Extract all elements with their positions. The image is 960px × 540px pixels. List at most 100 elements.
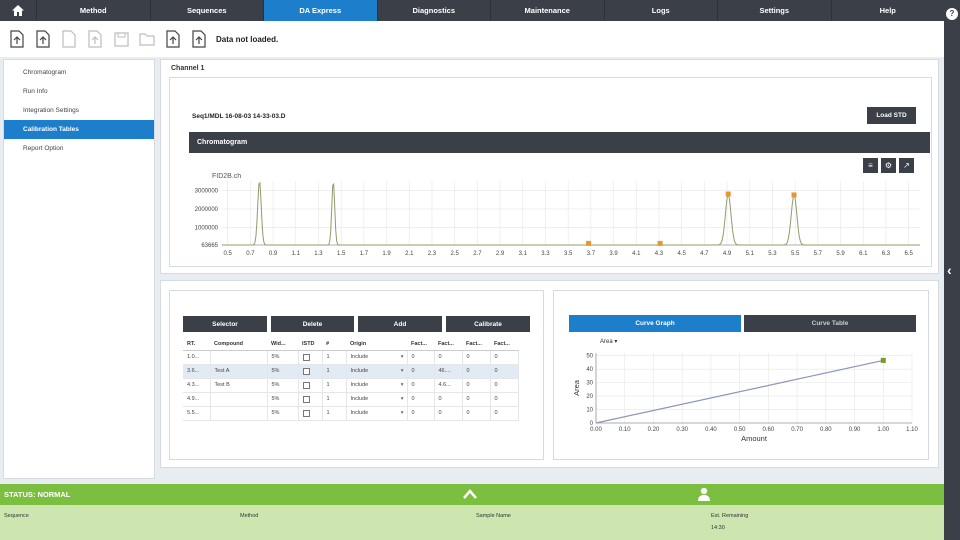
home-button[interactable] (0, 0, 36, 21)
table-cell: 1.0... (183, 350, 211, 365)
table-row[interactable]: 3.6... Test A 5% 1 Include ▾ 0 46.... 0 0 (183, 364, 519, 379)
nav-tab-settings[interactable]: Settings (717, 0, 831, 21)
calibrate-button[interactable]: Calibrate (446, 316, 530, 332)
checkbox-icon[interactable] (302, 395, 310, 403)
add-button[interactable]: Add (358, 316, 442, 332)
table-cell: 5% (267, 350, 299, 365)
tab-curve-table[interactable]: Curve Table (744, 315, 916, 332)
nav-tab-sequences[interactable]: Sequences (149, 0, 264, 21)
upload-button[interactable] (84, 28, 106, 50)
istd-checkbox[interactable] (298, 406, 323, 421)
origin-value: Include (350, 396, 369, 402)
chevron-up-icon[interactable] (462, 487, 478, 501)
x-tick-label: 2.5 (450, 251, 459, 257)
expand-button[interactable]: ↗ (899, 158, 914, 173)
column-header[interactable]: Fact... (490, 338, 518, 351)
table-cell: 0 (490, 406, 519, 421)
istd-checkbox[interactable] (298, 350, 323, 365)
origin-select[interactable]: Include ▾ (346, 392, 408, 407)
table-row[interactable]: 1.0... 5% 1 Include ▾ 0 0 0 0 (183, 350, 519, 365)
istd-checkbox[interactable] (298, 364, 323, 379)
istd-checkbox[interactable] (298, 392, 323, 407)
column-header[interactable]: Compound (210, 338, 267, 351)
x-tick-label: 0.70 (791, 427, 803, 433)
table-cell: 0 (490, 392, 519, 407)
load-std-button[interactable]: Load STD (867, 107, 916, 124)
y-tick-label: 10 (586, 408, 593, 414)
column-header[interactable]: Fact... (407, 338, 434, 351)
settings-button[interactable]: ⚙ (881, 158, 896, 173)
x-tick-label: 0.20 (648, 427, 660, 433)
checkbox-icon[interactable] (302, 353, 310, 361)
x-tick-label: 5.3 (768, 251, 777, 257)
report-button[interactable] (188, 28, 210, 50)
column-header[interactable]: ISTD (298, 338, 322, 351)
column-header[interactable]: RT. (183, 338, 210, 351)
origin-select[interactable]: Include ▾ (346, 406, 408, 421)
dropdown-arrow-icon[interactable]: ▾ (400, 396, 404, 402)
user-icon[interactable] (697, 487, 711, 501)
import-file-button[interactable] (6, 28, 28, 50)
nav-tab-method[interactable]: Method (36, 0, 150, 21)
sidebar-item-integration-settings[interactable]: Integration Settings (23, 107, 80, 114)
sidebar-item-report-option[interactable]: Report Option (23, 145, 64, 152)
menu-button[interactable]: ≡ (863, 158, 878, 173)
export-button[interactable] (162, 28, 184, 50)
new-file-button[interactable] (58, 28, 80, 50)
table-cell: 0 (462, 392, 491, 407)
chromatogram-trace (222, 181, 920, 246)
origin-select[interactable]: Include ▾ (346, 350, 408, 365)
help-icon[interactable]: ? (946, 8, 958, 20)
y-tick-label: 63665 (201, 243, 218, 249)
sidebar-item-calibration-tables[interactable]: Calibration Tables (4, 120, 154, 139)
file-upload-icon (88, 30, 102, 48)
dropdown-arrow-icon[interactable]: ▾ (400, 410, 404, 416)
table-row[interactable]: 4.9... 5% 1 Include ▾ 0 0 0 0 (183, 392, 519, 407)
column-header[interactable]: Fact... (434, 338, 462, 351)
x-tick-label: 1.10 (906, 427, 918, 433)
chevron-left-icon[interactable]: ‹ (947, 262, 952, 278)
checkbox-icon[interactable] (302, 409, 310, 417)
istd-checkbox[interactable] (298, 378, 323, 393)
right-rail: ? ‹ (944, 0, 960, 540)
table-cell: 0 (490, 364, 519, 379)
file-upload-icon (10, 30, 24, 48)
table-cell: 5% (267, 364, 299, 379)
y-tick-label: 50 (586, 354, 593, 360)
sidebar-item-run-info[interactable]: Run Info (23, 88, 48, 95)
checkbox-icon[interactable] (302, 381, 310, 389)
dropdown-arrow-icon[interactable]: ▾ (400, 382, 404, 388)
footer-est-label: Est. Remaining (711, 513, 749, 519)
footer-sample-label: Sample Name (476, 513, 511, 519)
dropdown-arrow-icon[interactable]: ▾ (400, 368, 404, 374)
delete-button[interactable]: Delete (271, 316, 354, 332)
x-axis-label: Amount (741, 434, 768, 443)
checkbox-icon[interactable] (302, 367, 310, 375)
nav-tab-help[interactable]: Help (830, 0, 945, 21)
x-tick-label: 1.1 (292, 251, 301, 257)
file-upload-icon (192, 30, 206, 48)
x-tick-label: 0.80 (820, 427, 832, 433)
origin-select[interactable]: Include ▾ (346, 378, 408, 393)
open-file-button[interactable] (32, 28, 54, 50)
x-tick-label: 6.5 (904, 251, 913, 257)
origin-select[interactable]: Include ▾ (346, 364, 408, 379)
table-row[interactable]: 5.5... 5% 1 Include ▾ 0 0 0 0 (183, 406, 519, 421)
column-header[interactable]: # (322, 338, 346, 351)
nav-tab-maintenance[interactable]: Maintenance (490, 0, 604, 21)
dropdown-arrow-icon[interactable]: ▾ (400, 354, 404, 360)
nav-tab-logs[interactable]: Logs (603, 0, 718, 21)
folder-button[interactable] (136, 28, 158, 50)
column-header[interactable]: Wid... (267, 338, 298, 351)
save-button[interactable] (110, 28, 132, 50)
nav-tab-da-express[interactable]: DA Express (263, 0, 377, 21)
selector-button[interactable]: Selector (183, 316, 267, 332)
sidebar-item-chromatogram[interactable]: Chromatogram (23, 69, 67, 76)
tab-curve-graph[interactable]: Curve Graph (569, 315, 741, 332)
footer-est-value: 14:30 (711, 525, 725, 531)
channel-panel: Channel 1 Seq1/MDL 16-08-03 14-33-03.D L… (160, 59, 939, 274)
nav-tab-diagnostics[interactable]: Diagnostics (376, 0, 491, 21)
column-header[interactable]: Origin (346, 338, 407, 351)
column-header[interactable]: Fact... (462, 338, 490, 351)
table-row[interactable]: 4.3... Test B 5% 1 Include ▾ 0 4.6... 0 0 (183, 378, 519, 393)
